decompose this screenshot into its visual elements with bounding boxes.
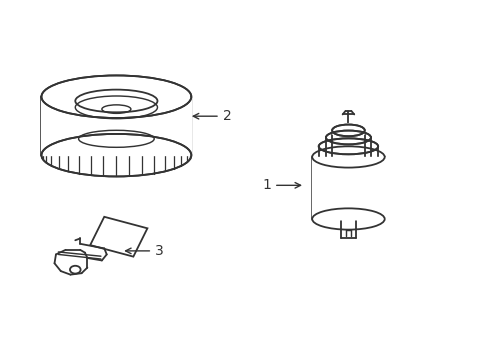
FancyBboxPatch shape [41, 97, 191, 155]
Text: 1: 1 [262, 178, 300, 192]
Ellipse shape [329, 123, 366, 137]
Text: 3: 3 [125, 244, 163, 258]
FancyBboxPatch shape [311, 157, 384, 219]
Text: 2: 2 [193, 109, 231, 123]
Ellipse shape [41, 76, 191, 118]
